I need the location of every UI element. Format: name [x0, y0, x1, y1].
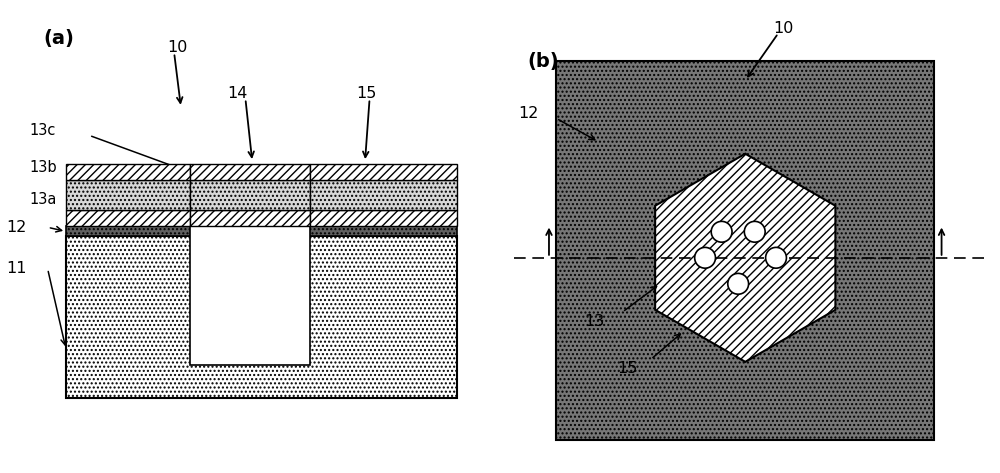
Bar: [66, 164, 190, 180]
Text: 13b: 13b: [29, 160, 57, 175]
Text: 13: 13: [584, 314, 605, 329]
Text: (a): (a): [43, 29, 74, 48]
Bar: [190, 164, 310, 180]
Bar: [190, 210, 310, 227]
Bar: [190, 180, 310, 210]
Text: 15: 15: [356, 87, 376, 101]
Text: 12: 12: [518, 106, 539, 121]
Bar: [556, 61, 934, 440]
Circle shape: [744, 221, 765, 242]
Bar: [66, 236, 457, 397]
Text: 14: 14: [227, 87, 247, 101]
Bar: [66, 180, 190, 210]
Bar: [66, 210, 190, 227]
Bar: [310, 164, 457, 180]
Text: 13c: 13c: [29, 123, 56, 138]
Text: 15: 15: [618, 361, 638, 377]
Circle shape: [711, 221, 732, 242]
Text: 13a: 13a: [29, 192, 57, 207]
Text: 10: 10: [774, 21, 794, 36]
Bar: [66, 227, 457, 236]
Text: 12: 12: [6, 220, 27, 235]
Circle shape: [766, 247, 786, 268]
Polygon shape: [655, 154, 835, 362]
Text: (b): (b): [528, 52, 559, 71]
Bar: [310, 210, 457, 227]
Circle shape: [695, 247, 715, 268]
Bar: [190, 227, 310, 365]
Circle shape: [728, 273, 749, 294]
Text: 11: 11: [6, 261, 27, 276]
Bar: [310, 180, 457, 210]
Text: 10: 10: [167, 40, 188, 55]
